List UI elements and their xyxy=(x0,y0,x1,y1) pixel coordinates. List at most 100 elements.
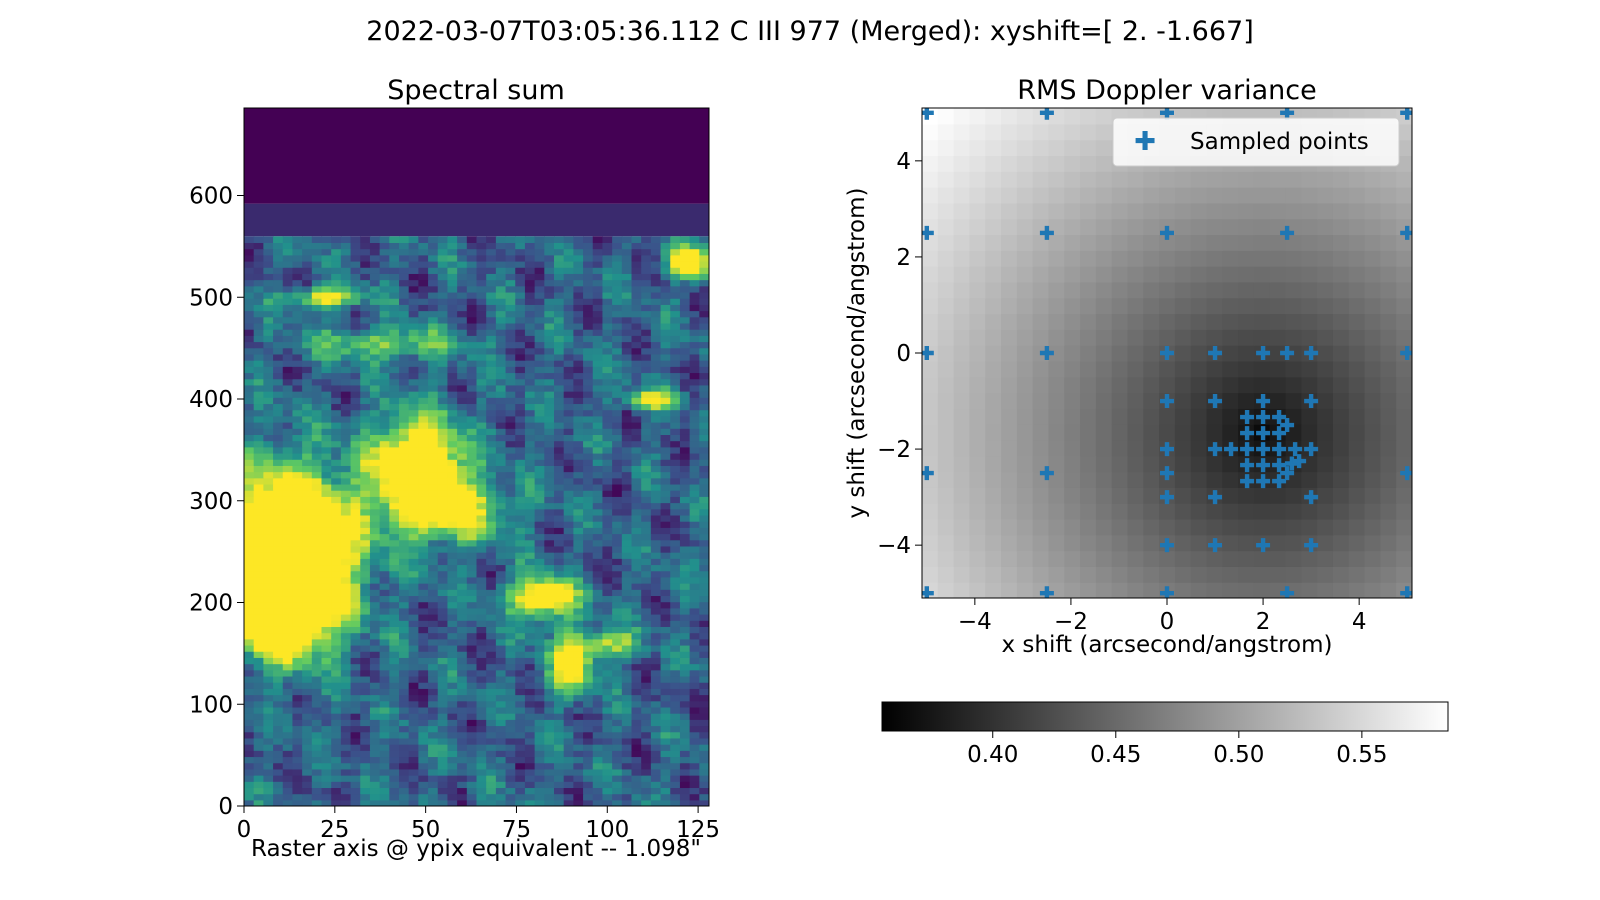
image-cell xyxy=(457,750,468,758)
variance-cell xyxy=(1238,582,1255,598)
image-cell xyxy=(679,329,691,336)
image-cell xyxy=(660,366,671,374)
image-cell xyxy=(583,341,594,349)
image-cell xyxy=(650,694,662,702)
image-cell xyxy=(447,768,458,776)
variance-cell xyxy=(1111,455,1129,473)
image-cell xyxy=(418,285,429,293)
image-cell xyxy=(263,651,274,658)
variance-cell xyxy=(953,550,971,567)
image-cell xyxy=(408,713,419,720)
image-cell xyxy=(476,607,487,615)
image-cell xyxy=(466,644,478,652)
image-cell xyxy=(428,521,439,528)
image-cell xyxy=(263,744,274,751)
spectral-sum-image xyxy=(244,108,709,806)
image-cell xyxy=(273,428,284,435)
image-cell xyxy=(447,267,458,274)
image-cell xyxy=(428,514,439,522)
image-cell xyxy=(302,644,313,652)
image-cell xyxy=(311,236,323,243)
image-cell xyxy=(583,446,594,454)
image-cell xyxy=(292,737,303,745)
variance-cell xyxy=(1174,550,1192,567)
image-cell xyxy=(534,360,545,367)
image-cell xyxy=(505,675,516,683)
image-cell xyxy=(602,508,613,516)
image-cell xyxy=(244,446,255,454)
image-cell xyxy=(311,638,323,646)
image-cell xyxy=(573,694,584,702)
image-cell xyxy=(331,322,342,330)
image-cell xyxy=(369,452,381,460)
image-cell xyxy=(418,298,429,305)
image-cell xyxy=(524,273,536,281)
image-cell xyxy=(321,620,332,627)
image-cell xyxy=(369,366,381,374)
image-cell xyxy=(447,236,458,243)
image-cell xyxy=(631,316,642,324)
image-cell xyxy=(602,595,613,603)
image-cell xyxy=(253,236,264,243)
image-cell xyxy=(292,638,303,646)
image-cell xyxy=(350,248,361,256)
image-cell xyxy=(524,285,536,293)
variance-cell xyxy=(1222,376,1239,394)
image-cell xyxy=(631,254,642,262)
image-cell xyxy=(563,409,574,417)
image-cell xyxy=(670,415,681,423)
image-cell xyxy=(428,589,439,597)
image-cell xyxy=(331,298,342,305)
image-cell xyxy=(457,236,468,243)
image-cell xyxy=(340,422,352,429)
image-cell xyxy=(457,539,468,547)
image-cell xyxy=(660,254,671,262)
image-cell xyxy=(273,254,284,262)
image-cell xyxy=(699,737,709,745)
image-cell xyxy=(263,552,274,559)
image-cell xyxy=(670,787,681,795)
variance-cell xyxy=(1048,392,1065,409)
image-cell xyxy=(437,304,449,312)
image-cell xyxy=(670,558,681,566)
variance-cell xyxy=(1080,566,1097,583)
image-cell xyxy=(660,310,671,318)
image-cell xyxy=(660,644,671,652)
image-cell xyxy=(554,781,565,789)
image-cell xyxy=(369,781,381,789)
variance-cell xyxy=(1016,471,1034,488)
image-cell xyxy=(408,614,419,621)
image-cell xyxy=(457,638,468,646)
image-cell xyxy=(476,725,487,733)
image-cell xyxy=(244,341,255,349)
image-cell xyxy=(379,366,390,374)
image-cell xyxy=(418,583,429,590)
image-cell xyxy=(602,521,613,528)
image-cell xyxy=(476,360,487,367)
image-cell xyxy=(621,638,633,646)
image-cell xyxy=(379,341,390,349)
image-cell xyxy=(437,397,449,405)
image-cell xyxy=(689,403,700,411)
image-cell xyxy=(447,490,458,497)
image-cell xyxy=(273,322,284,330)
image-cell xyxy=(321,477,332,485)
image-cell xyxy=(253,279,264,287)
image-cell xyxy=(253,737,264,745)
variance-cell xyxy=(1064,360,1081,378)
image-cell xyxy=(360,397,371,405)
image-cell xyxy=(670,310,681,318)
image-cell xyxy=(544,601,555,609)
image-cell xyxy=(612,669,623,677)
image-cell xyxy=(660,452,671,460)
image-cell xyxy=(650,279,662,287)
image-cell xyxy=(554,576,565,584)
image-cell xyxy=(544,372,555,380)
variance-cell xyxy=(1016,360,1034,378)
image-cell xyxy=(534,310,545,318)
image-cell xyxy=(660,756,671,764)
image-cell xyxy=(660,514,671,522)
image-cell xyxy=(253,632,264,640)
image-cell xyxy=(495,744,507,751)
image-cell xyxy=(554,310,565,318)
